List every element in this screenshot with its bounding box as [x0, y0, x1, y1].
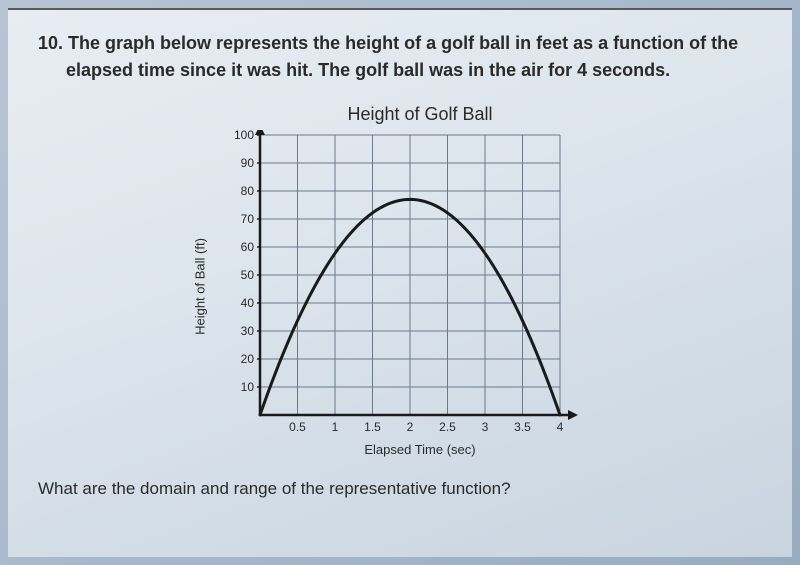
page-content: 10. The graph below represents the heigh… — [8, 8, 792, 557]
svg-text:40: 40 — [241, 296, 255, 310]
svg-text:20: 20 — [241, 352, 255, 366]
svg-text:3: 3 — [482, 420, 489, 434]
question-prompt: 10. The graph below represents the heigh… — [38, 30, 762, 84]
svg-text:4: 4 — [557, 420, 564, 434]
chart-svg: 10 20 30 40 50 60 70 80 90 100 0.5 1 1.5 2 2.5 3 3.5 4 — [210, 130, 590, 440]
svg-text:1.5: 1.5 — [364, 420, 381, 434]
y-axis-label: Height of Ball (ft) — [193, 238, 208, 335]
svg-text:2: 2 — [407, 420, 414, 434]
question-line-1: The graph below represents the height of… — [68, 33, 738, 53]
svg-text:60: 60 — [241, 240, 255, 254]
svg-text:0.5: 0.5 — [289, 420, 306, 434]
svg-text:30: 30 — [241, 324, 255, 338]
svg-text:70: 70 — [241, 212, 255, 226]
x-axis-label: Elapsed Time (sec) — [210, 442, 590, 457]
question-number: 10. — [38, 33, 63, 53]
svg-text:2.5: 2.5 — [439, 420, 456, 434]
chart-title: Height of Golf Ball — [210, 104, 590, 125]
chart-container: Height of Golf Ball Height of Ball (ft) … — [38, 104, 762, 454]
svg-text:1: 1 — [332, 420, 339, 434]
svg-text:100: 100 — [234, 130, 254, 142]
svg-text:50: 50 — [241, 268, 255, 282]
svg-text:10: 10 — [241, 380, 255, 394]
question-line-2: elapsed time since it was hit. The golf … — [38, 57, 670, 84]
chart-wrap: Height of Golf Ball Height of Ball (ft) … — [210, 104, 590, 454]
follow-up-question: What are the domain and range of the rep… — [38, 479, 762, 499]
svg-text:90: 90 — [241, 156, 255, 170]
svg-text:3.5: 3.5 — [514, 420, 531, 434]
svg-text:80: 80 — [241, 184, 255, 198]
